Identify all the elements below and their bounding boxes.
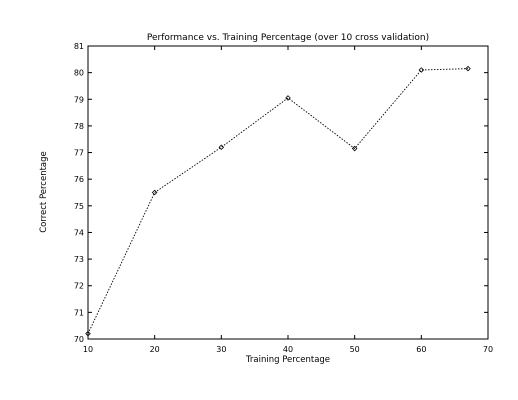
data-point-4 [351, 145, 358, 152]
x-tick-label-6: 70 [483, 345, 493, 354]
x-tick-label-4: 50 [350, 345, 360, 354]
y-tick-label-2: 72 [74, 282, 84, 291]
y-tick-label-7: 77 [74, 149, 84, 158]
y-tick-label-10: 80 [74, 69, 84, 78]
y-tick-label-8: 78 [74, 122, 84, 131]
data-point-5 [418, 67, 425, 73]
chart-title: Performance vs. Training Percentage (ove… [147, 33, 429, 43]
y-tick-label-4: 74 [74, 228, 84, 237]
y-tick-label-1: 71 [74, 308, 84, 317]
x-tick-label-3: 40 [283, 345, 293, 354]
y-tick-label-0: 70 [74, 335, 84, 344]
y-tick-label-11: 81 [74, 42, 84, 51]
axis-ticks: 10 20 30 40 50 60 70 70 71 72 73 74 75 76 77 78 79 80 81 [74, 42, 493, 354]
y-tick-label-5: 75 [74, 202, 84, 211]
y-tick-label-9: 79 [74, 95, 84, 104]
x-tick-label-5: 60 [416, 345, 426, 354]
x-axis-label: Training Percentage [245, 355, 330, 365]
plot-frame [87, 45, 489, 340]
y-axis-label: Correct Percentage [39, 151, 49, 233]
x-tick-label-0: 10 [83, 345, 93, 354]
series-line-0 [87, 68, 469, 334]
data-point-0 [85, 330, 91, 337]
data-point-3 [285, 95, 291, 101]
data-point-6 [465, 65, 471, 72]
x-tick-label-1: 20 [150, 345, 160, 354]
series-group [85, 65, 471, 337]
data-point-1 [151, 189, 158, 196]
x-tick-label-2: 30 [216, 345, 226, 354]
y-tick-label-3: 73 [74, 255, 84, 264]
y-tick-label-6: 76 [74, 175, 84, 184]
data-point-2 [218, 144, 225, 150]
